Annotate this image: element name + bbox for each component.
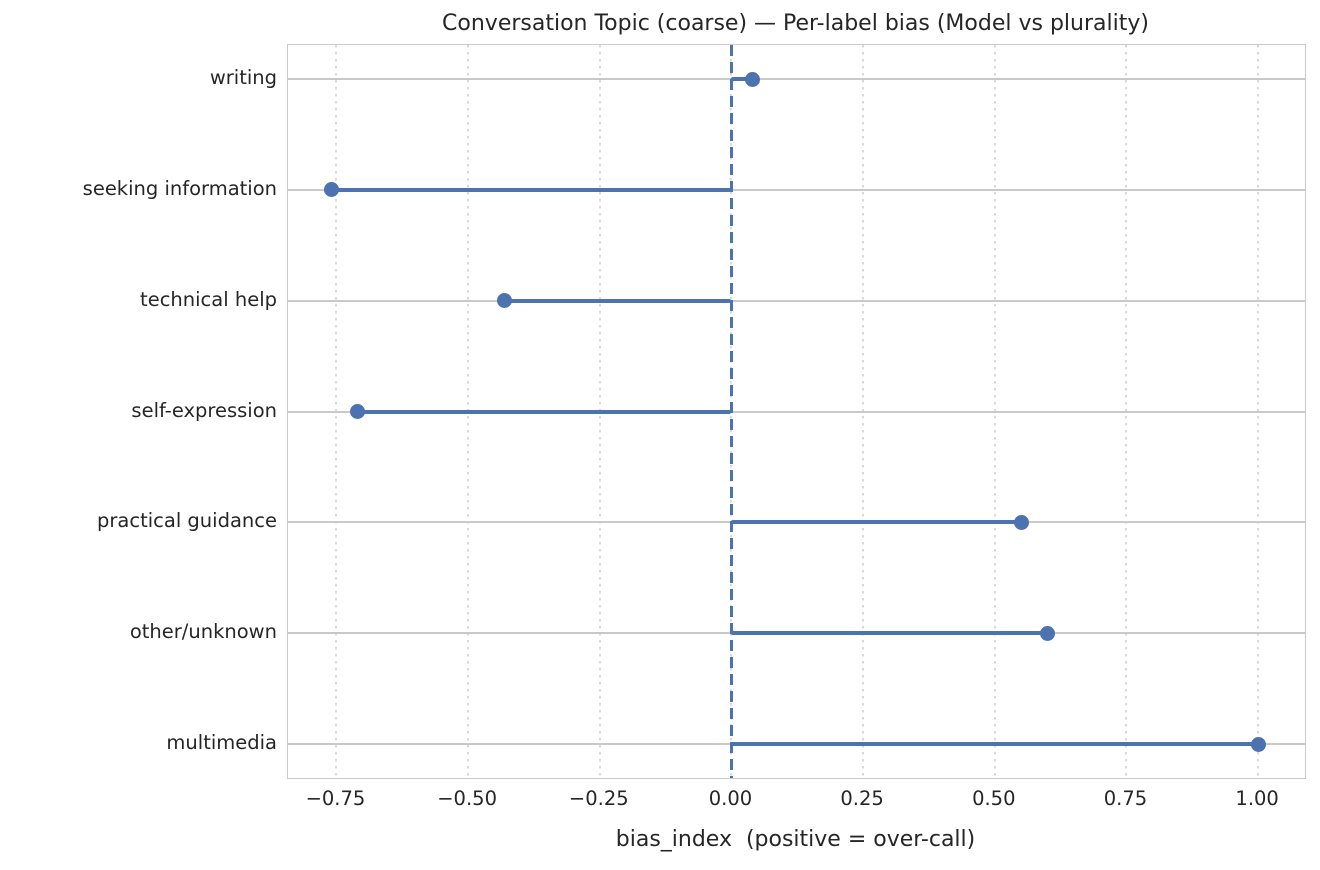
y-gridline bbox=[288, 299, 1305, 302]
zero-reference-line bbox=[729, 45, 733, 778]
y-tick-label: multimedia bbox=[166, 731, 277, 754]
y-gridline bbox=[288, 78, 1305, 80]
stem bbox=[731, 631, 1048, 636]
stem bbox=[504, 298, 732, 303]
y-tick-label: self-expression bbox=[131, 398, 277, 422]
data-point-dot bbox=[745, 71, 761, 87]
x-tick-label: 0.75 bbox=[1103, 787, 1148, 810]
y-tick-label: writing bbox=[209, 66, 277, 89]
x-tick-label: 0.00 bbox=[708, 787, 753, 810]
stem bbox=[331, 187, 732, 192]
x-tick-label: −0.25 bbox=[568, 787, 629, 810]
x-tick-label: −0.50 bbox=[437, 787, 497, 810]
stem bbox=[731, 520, 1022, 525]
chart-title: Conversation Topic (coarse) — Per-label … bbox=[442, 11, 1149, 36]
y-tick-label: seeking information bbox=[82, 176, 277, 200]
stem bbox=[731, 742, 1259, 746]
data-point-dot bbox=[497, 293, 513, 309]
y-tick-label: practical guidance bbox=[97, 509, 277, 533]
stem bbox=[357, 409, 732, 414]
data-point-dot bbox=[1250, 736, 1266, 752]
x-tick-label: 0.25 bbox=[840, 787, 884, 810]
data-point-dot bbox=[1013, 514, 1029, 530]
data-point-dot bbox=[323, 182, 339, 198]
data-point-dot bbox=[350, 404, 366, 419]
y-gridline bbox=[288, 188, 1305, 191]
stem bbox=[731, 77, 753, 81]
plot-area bbox=[287, 44, 1306, 779]
y-axis-labels: writing seeking information technical help… bbox=[0, 0, 277, 810]
y-gridline bbox=[288, 410, 1305, 413]
x-tick-label: 0.50 bbox=[972, 787, 1016, 810]
x-axis-tick-labels: −0.75 −0.50 −0.25 0.00 0.25 0.50 0.75 1.00 bbox=[0, 786, 1320, 814]
x-tick-label: −0.75 bbox=[305, 787, 366, 810]
y-tick-label: technical help bbox=[140, 287, 277, 311]
x-tick-label: 1.00 bbox=[1235, 787, 1279, 810]
y-tick-label: other/unknown bbox=[129, 620, 277, 644]
data-point-dot bbox=[1039, 625, 1055, 641]
x-axis-label: bias_index (positive = over-call) bbox=[615, 827, 976, 852]
